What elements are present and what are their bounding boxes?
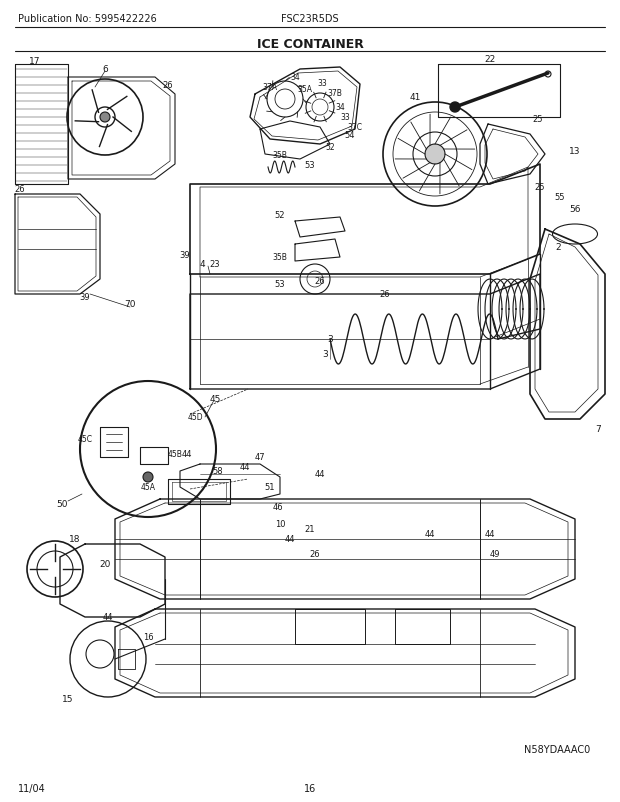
Text: 34: 34 (290, 74, 300, 83)
Text: 53: 53 (275, 280, 285, 290)
Text: 44: 44 (315, 470, 326, 479)
Text: 56: 56 (569, 205, 581, 214)
Text: 10: 10 (275, 520, 285, 529)
Text: 45C: 45C (78, 435, 92, 444)
Text: 58: 58 (213, 467, 223, 476)
Text: 33: 33 (340, 113, 350, 123)
Text: 44: 44 (285, 535, 295, 544)
Text: 44: 44 (103, 613, 113, 622)
Circle shape (425, 145, 445, 164)
Text: 26: 26 (315, 277, 326, 286)
Text: 44: 44 (182, 450, 192, 459)
Text: 54: 54 (345, 131, 355, 140)
Text: 15: 15 (62, 695, 74, 703)
Text: 6: 6 (102, 66, 108, 75)
Text: 45A: 45A (141, 483, 156, 492)
Text: 26: 26 (379, 290, 391, 299)
Text: 45D: 45D (187, 413, 203, 422)
Text: 18: 18 (69, 535, 81, 544)
Text: 51: 51 (265, 483, 275, 492)
Text: 3: 3 (322, 350, 328, 359)
Text: 35A: 35A (298, 85, 312, 95)
Text: 53: 53 (304, 160, 316, 169)
Text: 25: 25 (534, 184, 545, 192)
Text: 3: 3 (327, 335, 333, 344)
Text: 16: 16 (143, 633, 153, 642)
Text: 44: 44 (240, 463, 250, 472)
Text: 47: 47 (255, 453, 265, 462)
Text: FSC23R5DS: FSC23R5DS (281, 14, 339, 24)
Text: 11/04: 11/04 (18, 783, 46, 793)
Text: 26: 26 (309, 550, 321, 559)
Text: 16: 16 (304, 783, 316, 793)
Text: 17: 17 (29, 58, 41, 67)
Text: 39: 39 (180, 250, 190, 259)
Text: 39: 39 (80, 294, 91, 302)
Text: 2: 2 (555, 243, 561, 252)
Text: 45: 45 (210, 395, 221, 404)
Circle shape (143, 472, 153, 482)
Text: 50: 50 (56, 500, 68, 508)
Text: 37B: 37B (327, 88, 342, 97)
Circle shape (100, 113, 110, 123)
Text: 26: 26 (162, 80, 174, 89)
Text: 52: 52 (275, 210, 285, 219)
Text: 41: 41 (409, 93, 421, 103)
Text: 13: 13 (569, 148, 581, 156)
Text: ICE CONTAINER: ICE CONTAINER (257, 38, 363, 51)
Text: 35B: 35B (273, 253, 288, 262)
Text: 21: 21 (305, 525, 315, 534)
Text: 70: 70 (124, 300, 136, 309)
Text: 26: 26 (15, 185, 25, 194)
Text: 37C: 37C (347, 124, 363, 132)
Text: 52: 52 (325, 144, 335, 152)
Text: 22: 22 (484, 55, 495, 63)
Text: 37A: 37A (262, 83, 278, 92)
Text: Publication No: 5995422226: Publication No: 5995422226 (18, 14, 157, 24)
Text: 33: 33 (317, 79, 327, 87)
Text: 23: 23 (210, 260, 220, 269)
Text: N58YDAAAC0: N58YDAAAC0 (524, 744, 590, 754)
Text: 20: 20 (99, 560, 111, 569)
Text: 35B: 35B (273, 150, 288, 160)
Text: 7: 7 (595, 425, 601, 434)
Text: 49: 49 (490, 550, 500, 559)
Text: 45B: 45B (167, 450, 182, 459)
Text: 46: 46 (273, 503, 283, 512)
Text: 34: 34 (335, 103, 345, 112)
Text: 25: 25 (533, 115, 543, 124)
Text: 44: 44 (425, 530, 435, 539)
Text: 44: 44 (485, 530, 495, 539)
Text: 55: 55 (555, 193, 565, 202)
Circle shape (450, 103, 460, 113)
Text: 4: 4 (199, 260, 205, 269)
